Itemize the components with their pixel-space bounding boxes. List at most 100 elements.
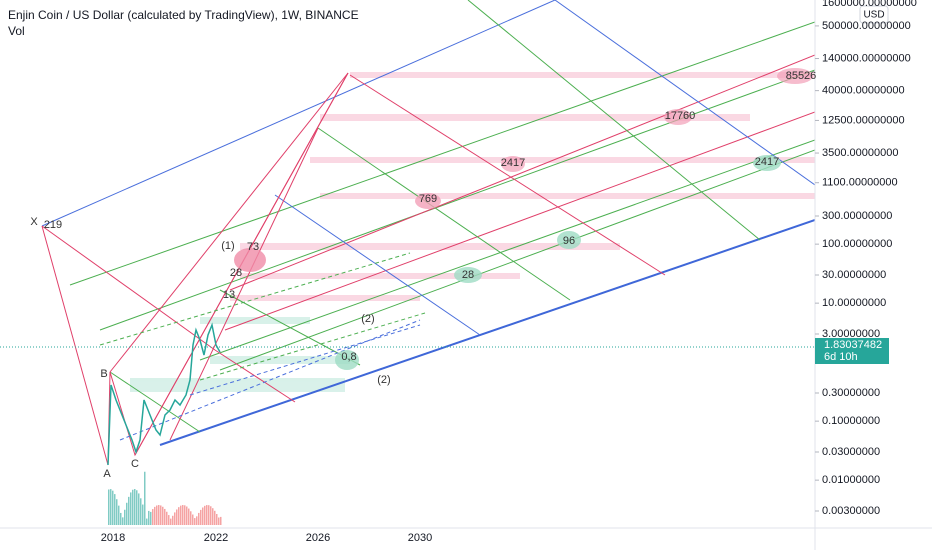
volume-bar [140, 498, 142, 525]
annotation: (2) [377, 374, 390, 386]
y-tick-label: 0.03000000 [822, 446, 880, 458]
volume-bar [152, 509, 154, 525]
x-tick-label: 2030 [408, 532, 432, 544]
volume-bar [184, 505, 186, 525]
volume-bar [110, 489, 112, 525]
y-tick-label: 40000.00000000 [822, 85, 905, 97]
volume-bar [170, 518, 172, 525]
volume-bar [194, 518, 196, 525]
x-tick-label: 2022 [204, 532, 228, 544]
volume-bar [120, 512, 122, 525]
volume-bar [136, 490, 138, 525]
volume-bar [180, 505, 182, 525]
annotation: 0,8 [341, 351, 356, 363]
volume-bar [122, 517, 124, 525]
y-tick-label: 30.00000000 [822, 269, 886, 281]
y-tick-label: 0.30000000 [822, 387, 880, 399]
x-tick-label: 2026 [306, 532, 330, 544]
annotation: 13 [223, 289, 235, 301]
fib-bands [230, 72, 815, 301]
annotation: X [30, 216, 38, 228]
volume-bar [164, 508, 166, 525]
annotation: 73 [247, 241, 259, 253]
y-tick-label: 0.01000000 [822, 474, 880, 486]
current-price-box [815, 338, 889, 364]
volume-bar [208, 505, 210, 525]
volume-bar [216, 513, 218, 525]
drawings [0, 0, 815, 525]
volume-bar [116, 499, 118, 525]
annotation: 28 [462, 269, 474, 281]
currency-button[interactable] [859, 5, 889, 24]
volume-bar [128, 496, 130, 525]
volume-bar [166, 511, 168, 525]
volume-bar [192, 514, 194, 525]
y-tick-label: 140000.00000000 [822, 52, 911, 64]
price-axis [815, 0, 932, 528]
volume-bar [108, 489, 110, 525]
volume-bar [144, 471, 146, 525]
y-tick-label: 3500.00000000 [822, 147, 898, 159]
annotation: (1) [221, 240, 234, 252]
volume-bar [210, 506, 212, 525]
y-tick-label: 1600000.00000000 [822, 0, 917, 9]
annotation: 96 [563, 235, 575, 247]
volume-bar [162, 506, 164, 525]
volume-bar [158, 505, 160, 525]
y-tick-label: 0.10000000 [822, 415, 880, 427]
volume-bar [176, 509, 178, 525]
annotation: 85526 [786, 70, 817, 82]
y-tick-label: 10.00000000 [822, 297, 886, 309]
y-tick-label: 300.00000000 [822, 210, 892, 222]
volume-bar [198, 512, 200, 525]
volume-bar [168, 515, 170, 525]
green-bands [130, 317, 350, 392]
volume-bar [118, 505, 120, 525]
current-price: 1.83037482 [824, 339, 882, 351]
annotation: 2417 [501, 157, 525, 169]
volume-bar [178, 507, 180, 525]
pitchfork [41, 0, 815, 466]
volume-bar [214, 510, 216, 525]
volume-bars [108, 471, 222, 525]
volume-bar [190, 511, 192, 525]
annotation: (2) [361, 313, 374, 325]
volume-bar [200, 509, 202, 525]
volume-bar [196, 516, 198, 525]
volume-bar [154, 506, 156, 525]
volume-bar [112, 490, 114, 525]
volume-bar [174, 512, 176, 525]
y-tick-label: 100.00000000 [822, 238, 892, 250]
currency-label: USD [863, 10, 884, 21]
annotation: 2417 [755, 156, 779, 168]
volume-label: Vol [8, 24, 25, 38]
volume-bar [146, 518, 148, 525]
y-tick-label: 500000.00000000 [822, 20, 911, 32]
annotation: 219 [44, 219, 62, 231]
volume-bar [156, 505, 158, 525]
volume-bar [220, 516, 222, 525]
volume-bar [212, 508, 214, 525]
y-tick-label: 0.00300000 [822, 505, 880, 517]
volume-bar [186, 506, 188, 525]
volume-bar [132, 489, 134, 525]
volume-bar [204, 505, 206, 525]
volume-bar [150, 511, 152, 525]
annotation: A [103, 468, 111, 480]
volume-bar [126, 502, 128, 525]
bubbles [234, 68, 813, 370]
annotation: 28 [230, 267, 242, 279]
volume-bar [206, 505, 208, 525]
annotation: B [100, 368, 107, 380]
y-tick-label: 12500.00000000 [822, 114, 905, 126]
volume-bar [202, 507, 204, 525]
volume-bar [148, 510, 150, 525]
volume-bar [160, 505, 162, 525]
annotation: 769 [419, 193, 437, 205]
volume-bar [218, 517, 220, 525]
x-tick-label: 2018 [101, 532, 125, 544]
volume-bar [138, 493, 140, 525]
volume-bar [188, 508, 190, 525]
volume-bar [130, 492, 132, 525]
